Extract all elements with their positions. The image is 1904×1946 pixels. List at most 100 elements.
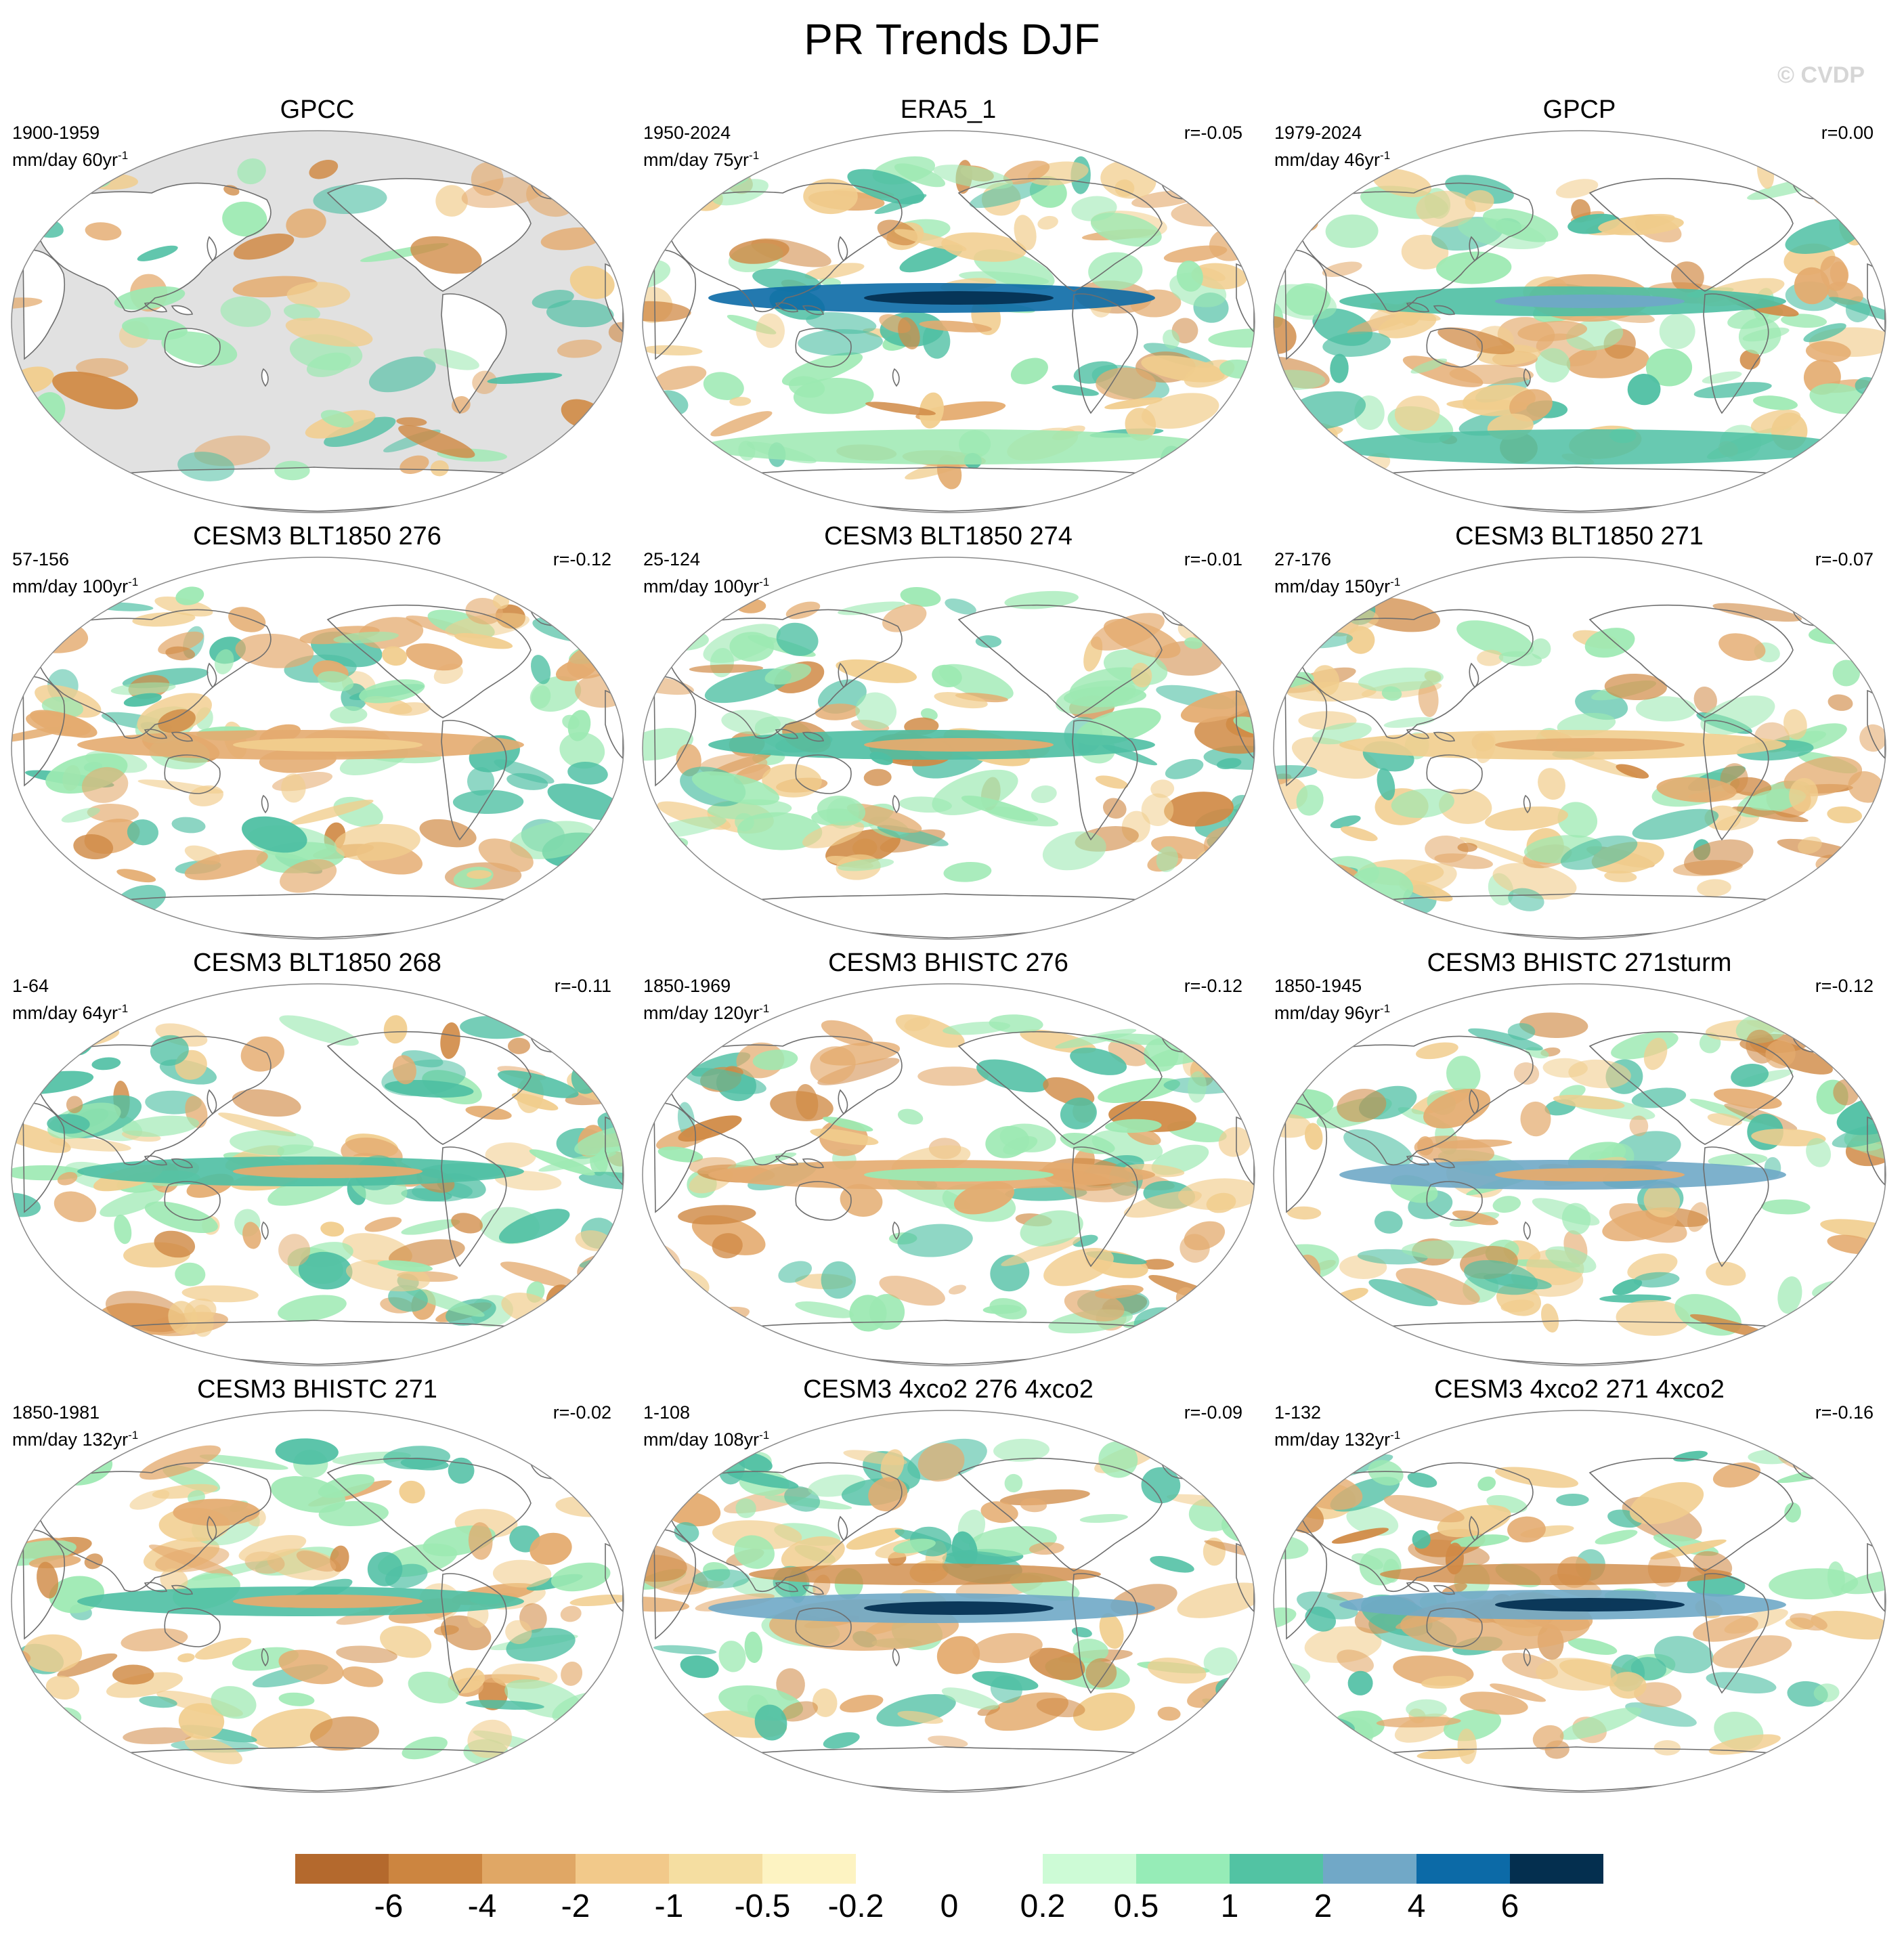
anomaly-patch	[897, 1224, 973, 1257]
coastline	[261, 1647, 269, 1667]
coastline	[207, 1515, 217, 1542]
anomaly-patch	[45, 1675, 80, 1700]
anomaly-patch	[1781, 313, 1827, 328]
coastline	[1284, 249, 1328, 360]
anomaly-patch	[85, 750, 148, 773]
anomaly-patch	[1330, 815, 1361, 829]
anomaly-patch	[951, 1531, 978, 1568]
map-field	[643, 1410, 1255, 1792]
anomaly-patch	[574, 1124, 624, 1156]
anomaly-patch	[1457, 842, 1477, 852]
map-panel-4xco2-276: CESM3 4xco2 276 4xco2 1-108 mm/day 108yr…	[631, 1375, 1265, 1802]
anomaly-patch	[1712, 603, 1802, 622]
colorbar-swatch	[1136, 1854, 1230, 1884]
anomaly-patch	[540, 227, 602, 251]
anomaly-patch	[171, 817, 206, 834]
anomaly-patch	[1285, 283, 1331, 316]
anomaly-patch	[342, 1666, 383, 1687]
anomaly-patch	[57, 1653, 118, 1678]
anomaly-patch	[105, 1291, 186, 1333]
colorbar-swatch	[389, 1854, 483, 1884]
anomaly-patch	[1042, 831, 1106, 871]
anomaly-patch	[377, 1260, 433, 1272]
anomaly-patch	[66, 1096, 83, 1114]
anomaly-patch	[1274, 1710, 1333, 1754]
anomaly-patch	[969, 178, 1050, 209]
anomaly-patch	[112, 1664, 154, 1685]
coastline	[261, 794, 269, 814]
anomaly-patch	[233, 233, 295, 260]
anomaly-patch	[1206, 1435, 1255, 1463]
anomaly-patch	[1301, 1446, 1349, 1479]
panel-units: mm/day 108yr-1	[643, 1429, 770, 1450]
anomaly-patch	[643, 1304, 724, 1329]
dry-belt-north	[1380, 1563, 1732, 1585]
anomaly-patch	[803, 178, 858, 215]
anomaly-patch	[1697, 879, 1731, 897]
equatorial-core	[864, 291, 1054, 305]
anomaly-patch	[653, 434, 672, 466]
anomaly-patch	[1410, 358, 1448, 374]
anomaly-patch	[643, 173, 666, 210]
anomaly-patch	[840, 1184, 883, 1217]
coastline	[36, 1035, 272, 1166]
anomaly-patch	[100, 1189, 165, 1217]
map-border	[11, 130, 624, 513]
anomaly-patch	[1204, 1540, 1255, 1561]
coastline	[171, 305, 193, 316]
coastline	[775, 729, 798, 739]
anomaly-patch	[1436, 251, 1512, 284]
anomaly-patch	[1852, 1739, 1886, 1755]
robinson-map	[1273, 1410, 1886, 1793]
coastline	[957, 177, 1163, 292]
anomaly-patch	[184, 850, 268, 880]
anomaly-patch	[52, 371, 138, 410]
coastline	[36, 1462, 272, 1593]
map-border	[11, 983, 624, 1366]
anomaly-patch	[485, 1142, 536, 1169]
anomaly-patch	[560, 1605, 582, 1622]
coastline	[667, 182, 903, 313]
anomaly-patch	[1653, 1739, 1681, 1756]
coastline	[802, 1158, 824, 1169]
anomaly-patch	[1274, 764, 1318, 779]
anomaly-patch	[564, 1035, 581, 1059]
coastline	[957, 1457, 1163, 1572]
anomaly-patch	[1104, 397, 1163, 410]
anomaly-patch	[1377, 768, 1395, 800]
anomaly-patch	[1557, 802, 1598, 838]
anomaly-patch	[430, 460, 449, 477]
anomaly-patch	[222, 201, 267, 237]
anomaly-patch	[154, 1230, 196, 1258]
anomaly-patch	[158, 709, 196, 733]
colorbar-tick-label: -2	[561, 1888, 590, 1924]
anomaly-patch	[1301, 1024, 1358, 1047]
coastline	[795, 1181, 852, 1221]
anomaly-patch	[309, 159, 339, 179]
anomaly-patch	[643, 1719, 703, 1745]
anomaly-patch	[1844, 1292, 1886, 1312]
anomaly-patch	[461, 176, 548, 209]
coastline	[1298, 609, 1534, 739]
coastline	[892, 368, 900, 387]
equatorial-core	[864, 1168, 1054, 1182]
coastline	[1433, 1584, 1455, 1595]
coastline	[1703, 1146, 1769, 1268]
anomaly-patch	[894, 229, 967, 251]
anomaly-patch	[1274, 1009, 1322, 1039]
anomaly-patch	[893, 1538, 936, 1554]
anomaly-patch	[1085, 1658, 1117, 1688]
coastline	[22, 249, 66, 360]
colorbar-swatch	[576, 1854, 670, 1884]
robinson-map	[642, 1410, 1255, 1793]
anomaly-patch	[1141, 1467, 1181, 1504]
anomaly-patch	[1538, 768, 1565, 800]
panel-correlation: r=0.00	[1821, 123, 1874, 143]
panel-units: mm/day 150yr-1	[1274, 576, 1401, 597]
anomaly-patch	[1221, 607, 1255, 636]
equatorial-core	[1495, 1598, 1685, 1612]
anomaly-patch	[659, 866, 689, 883]
panel-title: CESM3 BHISTC 271	[197, 1375, 437, 1404]
anomaly-patch	[781, 352, 863, 386]
anomaly-patch	[1297, 599, 1349, 630]
